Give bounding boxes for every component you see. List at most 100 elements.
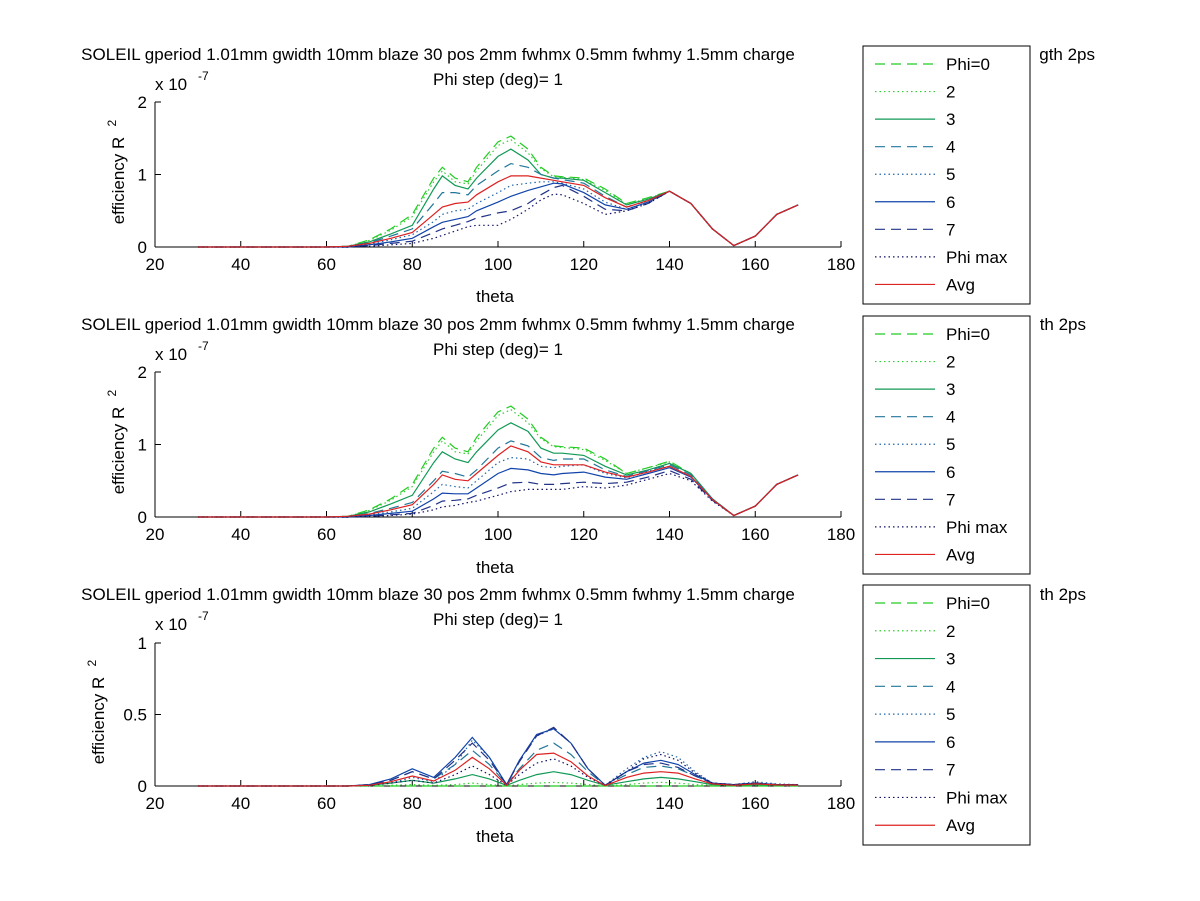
legend-label: 6	[946, 733, 955, 752]
legend-box	[862, 45, 1031, 305]
x-tick-label: 40	[231, 794, 250, 813]
legend-label: 2	[946, 622, 955, 641]
y-tick-label: 0	[138, 238, 147, 257]
x-tick-label: 120	[570, 794, 598, 813]
y-tick-label: 1	[138, 634, 147, 653]
x-tick-label: 180	[827, 525, 855, 544]
chart-title-tail: th 2ps	[1040, 315, 1086, 334]
x-tick-label: 120	[570, 255, 598, 274]
legend-label: Phi=0	[946, 325, 990, 344]
y-multiplier: x 10	[155, 345, 187, 364]
series-line-6	[197, 467, 799, 518]
x-tick-label: 140	[655, 794, 683, 813]
y-tick-label: 2	[138, 93, 147, 112]
legend-label: 7	[946, 220, 955, 239]
legend-label: Phi max	[946, 518, 1008, 537]
legend-box	[862, 315, 1031, 575]
x-tick-label: 60	[317, 525, 336, 544]
y-tick-label: 0	[138, 508, 147, 527]
x-tick-label: 20	[146, 794, 165, 813]
legend-label: Phi max	[946, 248, 1008, 267]
legend: Phi=0 2 3 4 5 6 7 Phi max Avg	[862, 584, 1031, 846]
series-line-phi-0	[197, 405, 799, 518]
legend-label: 7	[946, 490, 955, 509]
series-line-phi-max	[197, 472, 799, 518]
series-line-6	[197, 182, 799, 248]
chart-panel-2: 20 40 60 80 100 120 140 160 180 0 1 2 x 10 -7 SOLEIL g…	[81, 315, 1086, 577]
x-tick-label: 160	[741, 255, 769, 274]
x-tick-label: 60	[317, 794, 336, 813]
chart-title-tail: gth 2ps	[1039, 45, 1095, 64]
legend-label: 3	[946, 110, 955, 129]
legend-label: Phi=0	[946, 594, 990, 613]
series-line-7	[197, 726, 799, 787]
series-line-3	[197, 148, 799, 248]
y-tick-label: 0	[138, 777, 147, 796]
legend-label: Avg	[946, 816, 975, 835]
legend: Phi=0 2 3 4 5 6 7 Phi max Avg	[862, 315, 1031, 575]
legend-label: 5	[946, 435, 955, 454]
series-line-7	[197, 469, 799, 518]
x-tick-label: 140	[655, 525, 683, 544]
x-axis-label: theta	[476, 558, 514, 577]
chart-panel-1: 20 40 60 80 100 120 140 160 180 0 1 2 x 10 -7 SOLEIL g…	[81, 45, 1095, 306]
y-axis-label: efficiency R 2	[105, 120, 128, 225]
chart-title-tail: th 2ps	[1040, 585, 1086, 604]
legend-label: 5	[946, 705, 955, 724]
legend-label: 4	[946, 138, 955, 157]
y-tick-label: 2	[138, 363, 147, 382]
x-tick-label: 20	[146, 255, 165, 274]
y-multiplier: x 10	[155, 75, 187, 94]
x-tick-label: 20	[146, 525, 165, 544]
x-tick-label: 100	[484, 525, 512, 544]
x-tick-label: 180	[827, 255, 855, 274]
legend-label: Avg	[946, 275, 975, 294]
series-line-avg	[197, 445, 799, 518]
legend-label: Phi=0	[946, 55, 990, 74]
x-tick-label: 40	[231, 525, 250, 544]
x-tick-label: 100	[484, 794, 512, 813]
legend-label: 5	[946, 165, 955, 184]
legend-label: 2	[946, 353, 955, 372]
series-line-phi-max	[197, 190, 799, 248]
series-line-4	[197, 162, 799, 248]
y-axis-label-text: efficiency R	[89, 677, 108, 765]
series-line-2	[197, 139, 799, 248]
chart-subtitle: Phi step (deg)= 1	[433, 340, 563, 359]
series-line-7	[197, 184, 799, 248]
legend-box	[862, 584, 1031, 846]
y-tick-label: 1	[138, 166, 147, 185]
x-axis-label: theta	[476, 287, 514, 306]
y-multiplier-exponent: -7	[198, 339, 209, 353]
chart-subtitle: Phi step (deg)= 1	[433, 70, 563, 89]
x-tick-label: 180	[827, 794, 855, 813]
legend-label: 6	[946, 463, 955, 482]
x-tick-label: 80	[403, 794, 422, 813]
y-axis-label-superscript: 2	[105, 120, 119, 127]
legend-label: 3	[946, 650, 955, 669]
x-tick-label: 80	[403, 255, 422, 274]
legend-label: 2	[946, 83, 955, 102]
y-axis-label-superscript: 2	[85, 660, 99, 667]
chart-title: SOLEIL gperiod 1.01mm gwidth 10mm blaze …	[81, 585, 795, 604]
legend-label: Phi max	[946, 788, 1008, 807]
series-line-2	[197, 409, 799, 518]
legend-label: 3	[946, 380, 955, 399]
series-line-3	[197, 771, 799, 787]
y-multiplier-exponent: -7	[198, 69, 209, 83]
series-line-5	[197, 181, 799, 248]
y-multiplier: x 10	[155, 615, 187, 634]
y-axis-label: efficiency R 2	[85, 660, 108, 765]
series-line-2	[197, 781, 799, 787]
series-line-phi-0	[197, 135, 799, 248]
legend: Phi=0 2 3 4 5 6 7 Phi max Avg	[862, 45, 1031, 305]
y-axis-label-text: efficiency R	[109, 407, 128, 495]
series-line-3	[197, 422, 799, 518]
series-line-4	[197, 440, 799, 518]
y-axis-label-superscript: 2	[105, 390, 119, 397]
y-axis-label: efficiency R 2	[105, 390, 128, 495]
chart-panel-3: 20 40 60 80 100 120 140 160 180 0 0.5 1 x 10 -7 SOLEIL…	[81, 584, 1086, 846]
series-line-avg	[197, 175, 799, 248]
legend-label: 7	[946, 761, 955, 780]
